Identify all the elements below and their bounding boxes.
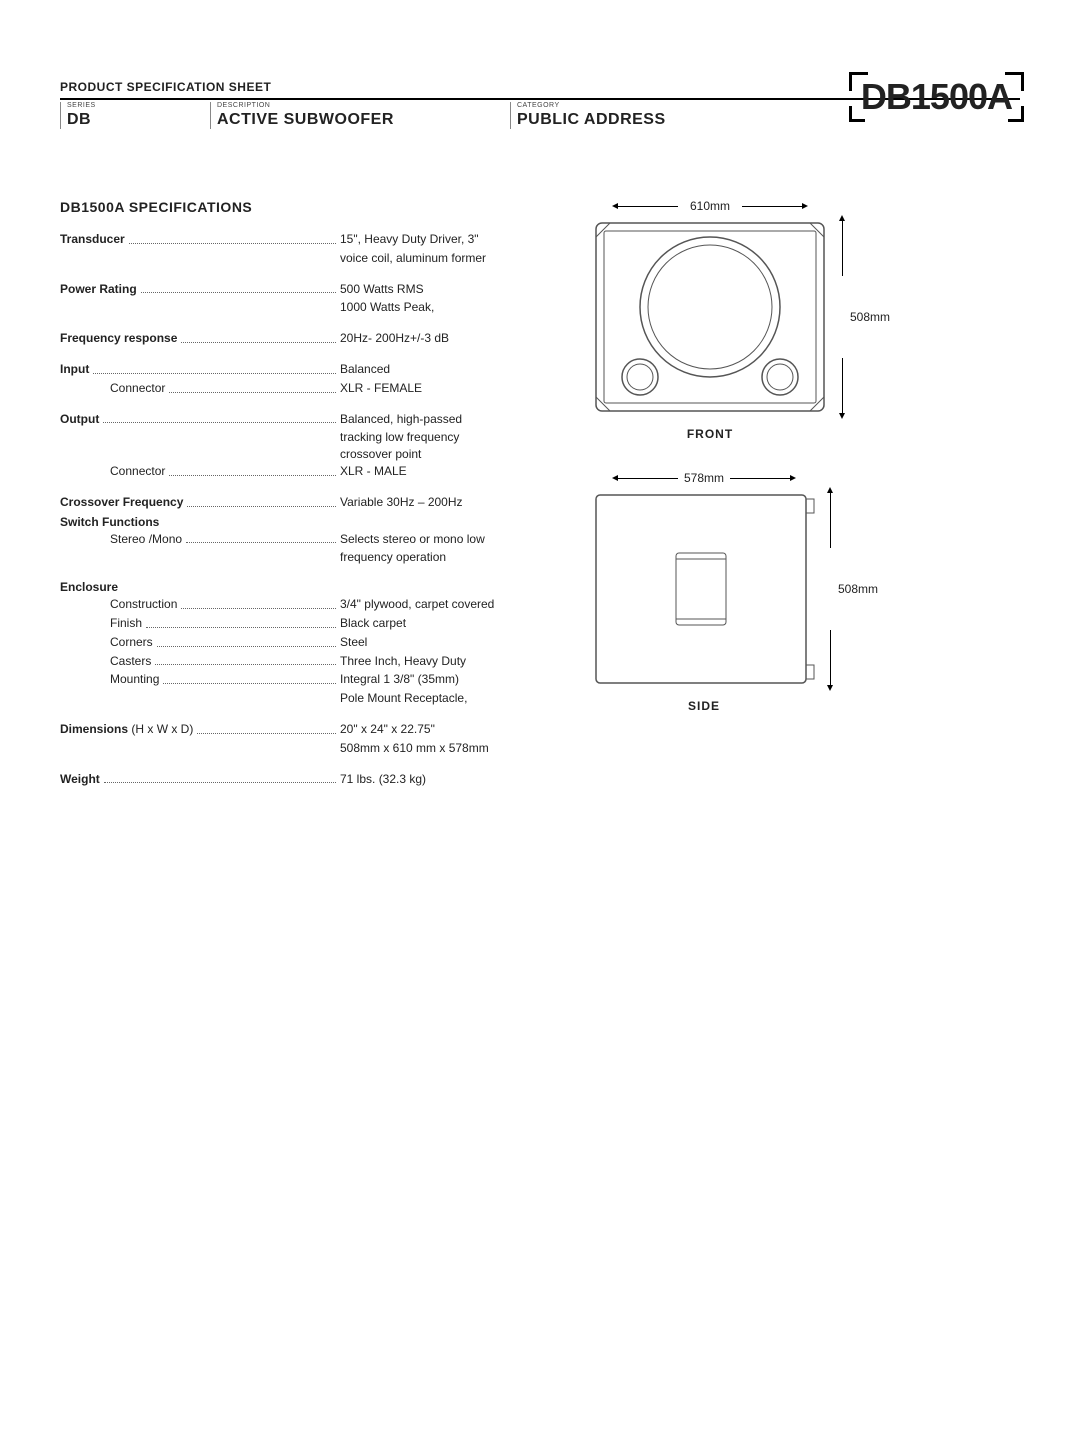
description-label: DESCRIPTION — [217, 102, 490, 109]
switch-sub-value2: frequency operation — [60, 549, 530, 566]
encl-corners-label: Corners — [60, 634, 153, 651]
front-height-dim: 508mm — [836, 217, 886, 417]
encl-construction-value: 3/4" plywood, carpet covered — [340, 596, 530, 613]
power-value: 500 Watts RMS — [340, 281, 530, 298]
header-row: SERIES DB DESCRIPTION ACTIVE SUBWOOFER C… — [60, 102, 1020, 129]
side-caption: SIDE — [590, 699, 818, 713]
encl-casters-label: Casters — [60, 653, 151, 670]
spec-title: DB1500A SPECIFICATIONS — [60, 199, 530, 215]
transducer-value2: voice coil, aluminum former — [60, 250, 530, 267]
header-description: DESCRIPTION ACTIVE SUBWOOFER — [210, 102, 510, 129]
model-badge: DB1500A — [853, 72, 1020, 122]
header-category: CATEGORY PUBLIC ADDRESS — [510, 102, 710, 129]
weight-value: 71 lbs. (32.3 kg) — [340, 771, 530, 788]
transducer-label: Transducer — [60, 231, 125, 248]
description-value: ACTIVE SUBWOOFER — [217, 111, 490, 129]
power-value2: 1000 Watts Peak, — [60, 299, 530, 316]
output-value3: crossover point — [60, 446, 530, 463]
input-conn-label: Connector — [60, 380, 165, 397]
input-value: Balanced — [340, 361, 530, 378]
front-caption: FRONT — [590, 427, 830, 441]
enclosure-section: Enclosure — [60, 580, 530, 594]
switch-section: Switch Functions — [60, 515, 530, 529]
output-conn-label: Connector — [60, 463, 165, 480]
freq-value: 20Hz- 200Hz+/-3 dB — [340, 330, 530, 347]
input-label: Input — [60, 361, 89, 378]
dimensions-value: 20" x 24" x 22.75" — [340, 721, 530, 738]
side-diagram-block: 578mm 508mm — [590, 471, 930, 713]
encl-mounting-value: Integral 1 3/8" (35mm) — [340, 671, 530, 688]
output-conn-value: XLR - MALE — [340, 463, 530, 480]
series-value: DB — [67, 111, 190, 129]
side-width-dim: 578mm — [598, 471, 810, 485]
side-diagram — [590, 489, 818, 689]
output-value2: tracking low frequency — [60, 429, 530, 446]
power-label: Power Rating — [60, 281, 137, 298]
switch-sub-value: Selects stereo or mono low — [340, 531, 530, 548]
freq-label: Frequency response — [60, 330, 177, 347]
encl-finish-label: Finish — [60, 615, 142, 632]
output-label: Output — [60, 411, 99, 428]
model-text: DB1500A — [861, 76, 1012, 117]
input-conn-value: XLR - FEMALE — [340, 380, 530, 397]
dimensions-label: Dimensions (H x W x D) — [60, 721, 193, 738]
encl-mounting-label: Mounting — [60, 671, 159, 688]
encl-corners-value: Steel — [340, 634, 530, 651]
front-width-dim: 610mm — [598, 199, 822, 213]
front-diagram — [590, 217, 830, 417]
category-value: PUBLIC ADDRESS — [517, 111, 690, 129]
spec-column: DB1500A SPECIFICATIONS Transducer 15", He… — [60, 199, 530, 789]
weight-label: Weight — [60, 771, 100, 788]
encl-casters-value: Three Inch, Heavy Duty — [340, 653, 530, 670]
encl-construction-label: Construction — [60, 596, 177, 613]
series-label: SERIES — [67, 102, 190, 109]
front-diagram-block: 610mm 508mm — [590, 199, 930, 441]
encl-mounting-value2: Pole Mount Receptacle, — [60, 690, 530, 707]
crossover-label: Crossover Frequency — [60, 494, 183, 511]
side-height-dim: 508mm — [824, 489, 874, 689]
switch-sub-label: Stereo /Mono — [60, 531, 182, 548]
encl-finish-value: Black carpet — [340, 615, 530, 632]
category-label: CATEGORY — [517, 102, 690, 109]
crossover-value: Variable 30Hz – 200Hz — [340, 494, 530, 511]
transducer-value: 15", Heavy Duty Driver, 3" — [340, 231, 530, 248]
diagram-column: 610mm 508mm — [590, 199, 930, 789]
header-series: SERIES DB — [60, 102, 210, 129]
output-value: Balanced, high-passed — [340, 411, 530, 428]
dimensions-value2: 508mm x 610 mm x 578mm — [60, 740, 530, 757]
